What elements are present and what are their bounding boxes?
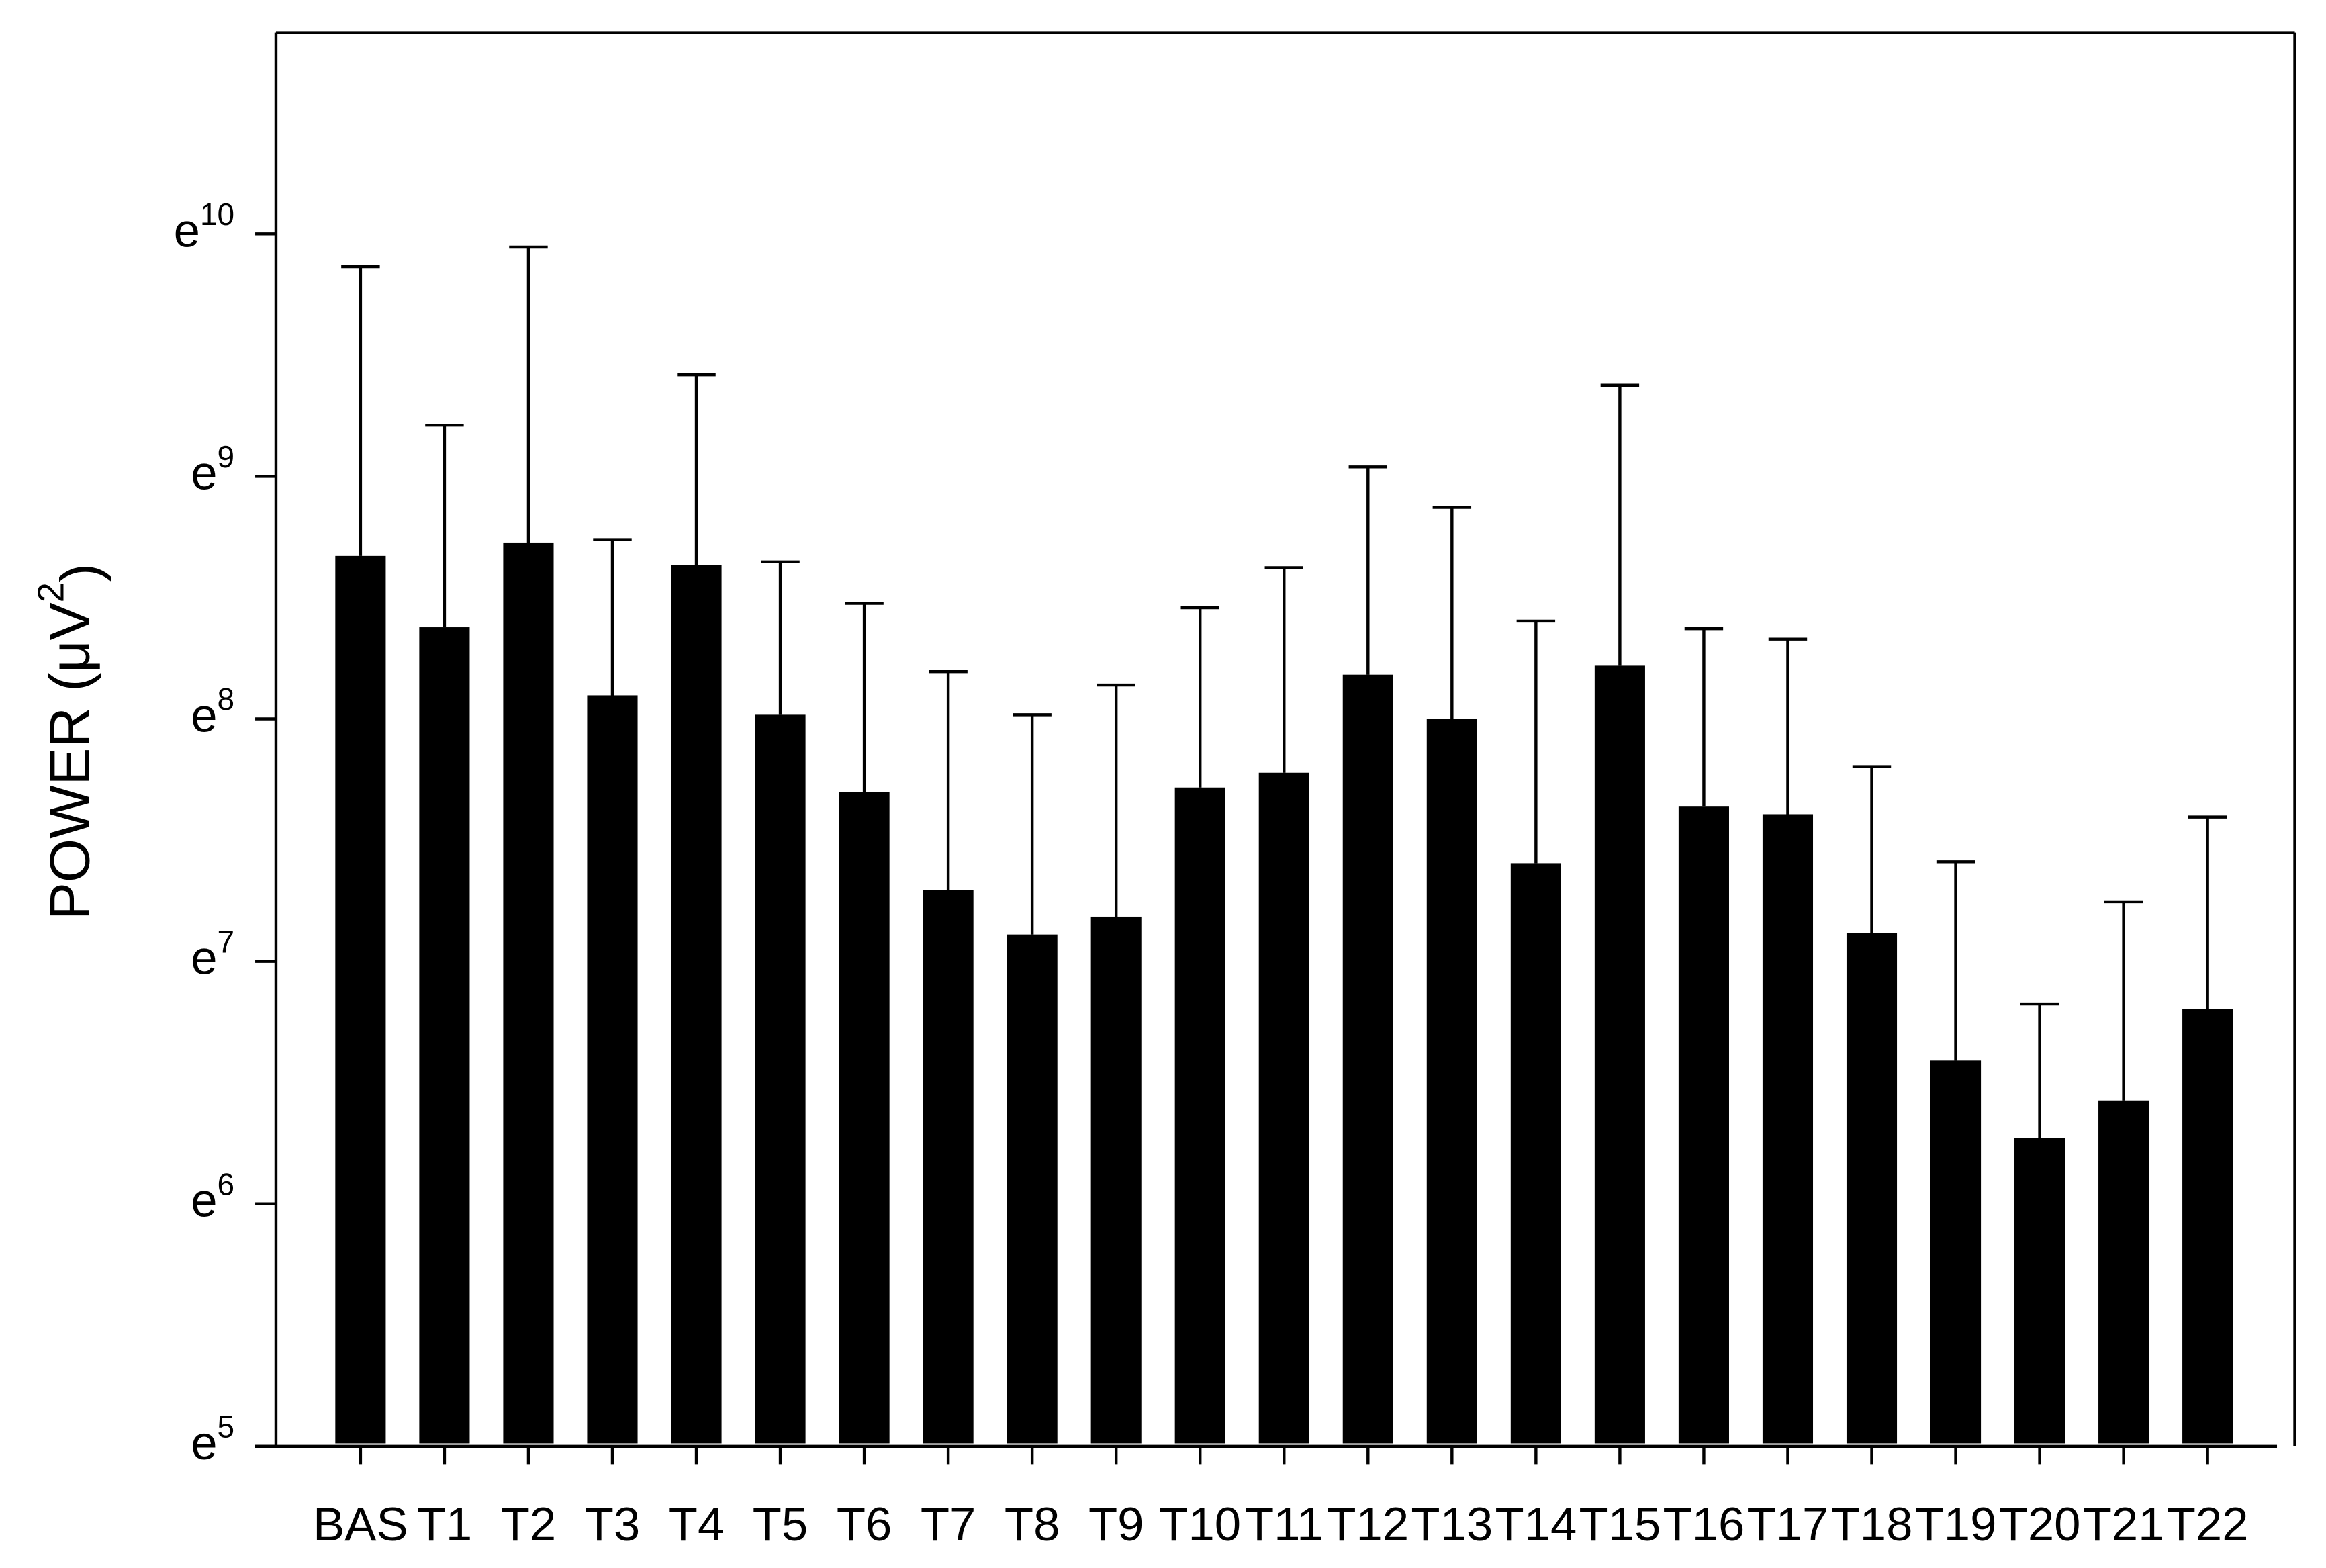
bar <box>419 627 470 1444</box>
bar <box>1594 665 1645 1444</box>
y-tick-label: e5 <box>191 1410 234 1469</box>
x-tick-label: T16 <box>1663 1497 1745 1551</box>
x-tick-label: T10 <box>1159 1497 1241 1551</box>
y-tick-label: e6 <box>191 1167 234 1227</box>
x-tick-label: T9 <box>1088 1497 1144 1551</box>
x-tick-label: BAS <box>313 1497 408 1551</box>
x-tick-label: T19 <box>1915 1497 1997 1551</box>
x-tick-label: T4 <box>669 1497 725 1551</box>
bar <box>1678 806 1729 1444</box>
bar <box>1258 772 1309 1444</box>
x-tick-label: T1 <box>417 1497 473 1551</box>
x-tick-label: T2 <box>501 1497 557 1551</box>
x-tick-label: T8 <box>1005 1497 1060 1551</box>
y-tick-label: e8 <box>191 682 234 741</box>
bar <box>923 890 974 1444</box>
x-tick-label: T17 <box>1747 1497 1829 1551</box>
y-tick-label: e9 <box>191 439 234 499</box>
x-tick-label: T22 <box>2167 1497 2249 1551</box>
bar <box>503 542 554 1444</box>
x-tick-label: T12 <box>1327 1497 1409 1551</box>
bar <box>1930 1060 1982 1444</box>
bar <box>1510 863 1561 1444</box>
x-tick-label: T11 <box>1245 1497 1323 1551</box>
bar <box>671 565 722 1444</box>
bar <box>1007 934 1058 1444</box>
x-tick-label: T15 <box>1579 1497 1661 1551</box>
bar <box>1342 674 1393 1444</box>
x-tick-label: T7 <box>921 1497 976 1551</box>
bar <box>335 555 386 1444</box>
y-axis-label: POWER (μV2) <box>31 563 112 920</box>
bar <box>2182 1009 2233 1444</box>
bar <box>1090 916 1142 1444</box>
bar <box>2014 1138 2065 1444</box>
x-tick-label: T14 <box>1495 1497 1577 1551</box>
x-tick-label: T13 <box>1411 1497 1493 1551</box>
y-tick-label: e7 <box>191 924 234 984</box>
x-tick-label: T21 <box>2083 1497 2165 1551</box>
bar <box>587 695 638 1444</box>
bar <box>1846 933 1898 1444</box>
bar <box>1426 719 1477 1444</box>
x-tick-label: T20 <box>1999 1497 2081 1551</box>
x-tick-label: T18 <box>1831 1497 1913 1551</box>
bar <box>839 792 890 1444</box>
bar <box>1762 814 1814 1444</box>
bar <box>1174 787 1225 1444</box>
x-tick-label: T3 <box>585 1497 641 1551</box>
x-tick-label: T5 <box>753 1497 808 1551</box>
bar <box>2098 1100 2149 1444</box>
bar <box>755 714 806 1444</box>
x-tick-label: T6 <box>837 1497 892 1551</box>
y-tick-label: e10 <box>174 197 234 257</box>
